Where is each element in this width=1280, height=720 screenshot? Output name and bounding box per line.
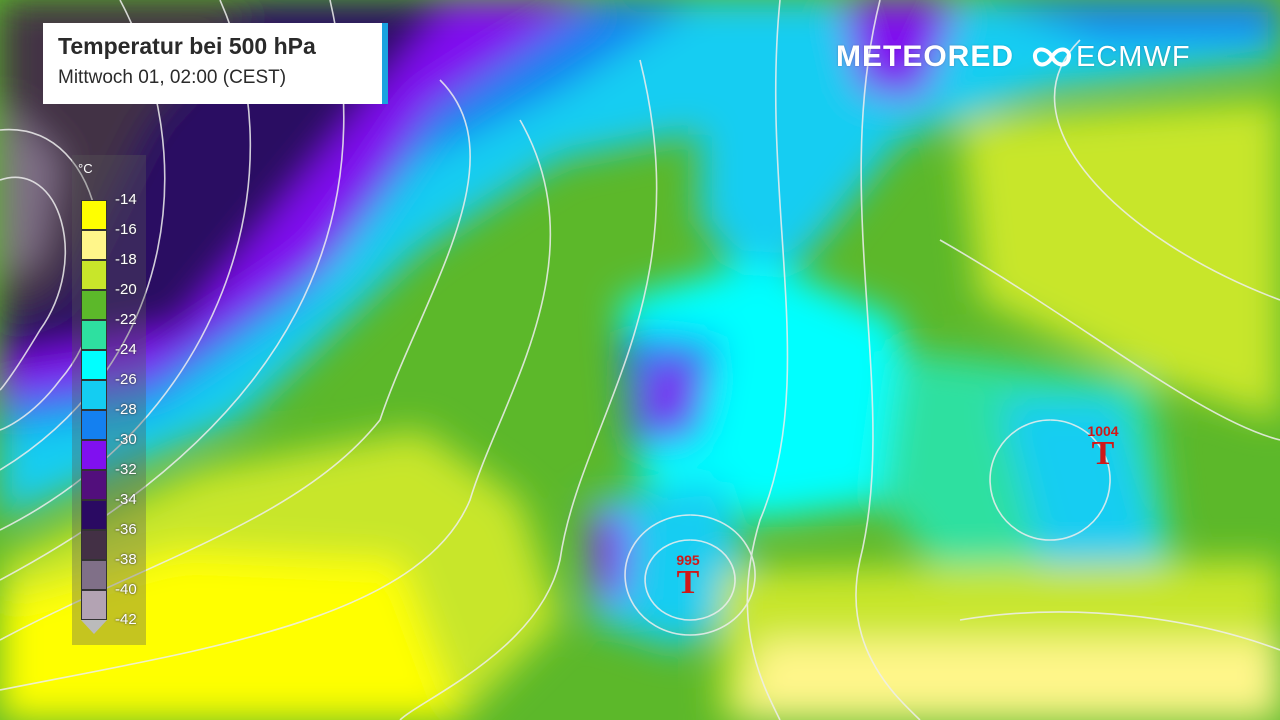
- map-timestamp: Mittwoch 01, 02:00 (CEST): [58, 67, 287, 88]
- color-legend: °C -14 -16 -18 -20 -22 -24 -26 -28 -30 -32 -34 -36 -…: [72, 155, 146, 645]
- legend-tick-label: -24: [115, 341, 137, 358]
- legend-swatch: [81, 320, 107, 350]
- legend-swatch: [81, 350, 107, 380]
- low-pressure-value: 1004: [1087, 423, 1119, 439]
- legend-swatch: [81, 530, 107, 560]
- legend-tick-label: -38: [115, 551, 137, 568]
- legend-tick-label: -34: [115, 491, 137, 508]
- legend-tick-label: -22: [115, 311, 137, 328]
- low-pressure-value: 995: [676, 552, 700, 568]
- legend-tick-label: -18: [115, 251, 137, 268]
- legend-swatch: [81, 620, 107, 634]
- title-box: Temperatur bei 500 hPa Mittwoch 01, 02:0…: [43, 23, 388, 104]
- legend-tick-label: -26: [115, 371, 137, 388]
- legend-tick-label: -28: [115, 401, 137, 418]
- legend-swatch: [81, 560, 107, 590]
- legend-tick-label: -16: [115, 221, 137, 238]
- legend-tick-label: -20: [115, 281, 137, 298]
- legend-tick-label: -42: [115, 611, 137, 628]
- ecmwf-logo-text: ECMWF: [1076, 40, 1191, 73]
- meteored-logo: METEORED: [836, 40, 1015, 73]
- legend-swatch: [81, 260, 107, 290]
- ecmwf-logo: ECMWF: [1032, 41, 1191, 74]
- legend-swatch: [81, 200, 107, 230]
- legend-unit: °C: [78, 161, 93, 176]
- legend-tick-label: -14: [115, 191, 137, 208]
- legend-swatch: [81, 410, 107, 440]
- legend-swatch: [81, 380, 107, 410]
- legend-tick-label: -36: [115, 521, 137, 538]
- map-title: Temperatur bei 500 hPa: [58, 33, 316, 59]
- low-pressure-symbol: T: [1091, 435, 1115, 472]
- legend-swatch: [81, 230, 107, 260]
- ecmwf-wave-icon: [1033, 47, 1072, 67]
- legend-tick-label: -40: [115, 581, 137, 598]
- legend-swatch: [81, 290, 107, 320]
- legend-swatch: [81, 440, 107, 470]
- legend-swatch: [81, 590, 107, 620]
- low-pressure-symbol: T: [676, 564, 700, 601]
- low-pressure-marker[interactable]: 1004 T: [1083, 423, 1123, 472]
- legend-swatch: [81, 500, 107, 530]
- legend-swatch: [81, 470, 107, 500]
- legend-tick-label: -32: [115, 461, 137, 478]
- logos: METEORED ECMWF: [836, 40, 1191, 74]
- legend-tick-label: -30: [115, 431, 137, 448]
- low-pressure-marker[interactable]: 995 T: [668, 552, 708, 601]
- legend-bar: [81, 200, 107, 634]
